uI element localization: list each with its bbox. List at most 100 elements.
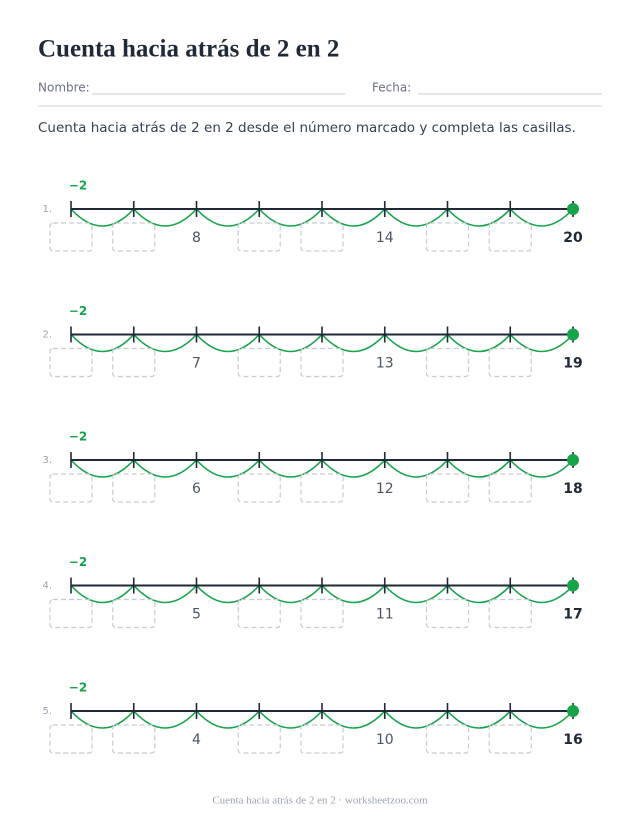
number: 4 [192,732,201,748]
jump-arc [258,710,323,729]
step-label: −2 [69,555,87,569]
answer-box [237,222,281,252]
number: 20 [563,230,583,246]
number: 17 [563,607,582,623]
answer-box [425,473,470,503]
jump-arc [133,333,198,353]
jump-arc [321,208,386,227]
answer-box [488,473,532,503]
number: 8 [192,230,201,246]
answer-box [488,222,532,252]
jump-arc [384,208,449,227]
jump-arc [321,584,386,604]
jump-arc [133,710,198,729]
date-label: Fecha: [372,81,411,95]
answer-box [488,724,532,754]
jump-arc [509,333,574,353]
step-label: −2 [69,179,87,193]
start-dot [567,454,579,466]
jump-arc [446,333,511,353]
answer-box [49,347,93,378]
answer-box [49,222,93,252]
jump-arc [384,459,449,478]
problem-number: 4. [42,581,52,592]
problem-number: 2. [42,330,52,341]
jump-arc [384,710,449,729]
jump-arc [258,459,323,478]
jump-arc [509,208,574,227]
jump-arc [509,584,574,604]
jump-arc [321,710,386,729]
start-dot [567,579,579,592]
jump-arc [195,584,260,604]
number: 12 [376,481,394,497]
jump-arc [195,710,260,729]
footer: Cuenta hacia atrás de 2 en 2 · worksheet… [212,795,428,807]
jump-arc [509,710,574,729]
jump-arc [195,333,260,353]
jump-arc [446,459,511,478]
answer-box [488,347,532,378]
jump-arc [509,459,574,478]
jump-arc [258,333,323,353]
answer-box [425,222,470,252]
start-dot [567,203,579,215]
jump-arc [446,710,511,729]
number: 16 [563,732,582,748]
number: 7 [192,356,201,372]
answer-box [112,222,156,252]
number: 13 [376,356,394,372]
step-label: −2 [69,430,87,444]
step-label: −2 [69,304,87,318]
jump-arc [195,459,260,478]
answer-box [112,473,156,503]
problem-number: 3. [42,455,52,466]
answer-box [49,473,93,503]
step-label: −2 [69,681,87,695]
jump-arc [133,459,198,478]
answer-box [237,347,281,378]
jump-arc [133,208,198,227]
jump-arc [384,584,449,604]
jump-arc [321,459,386,478]
jump-arc [70,333,135,353]
number: 18 [563,481,582,497]
jump-arc [384,333,449,353]
jump-arc [70,584,135,604]
instructions: Cuenta hacia atrás de 2 en 2 desde el nú… [38,120,576,136]
jump-arc [133,584,198,604]
name-label: Nombre: [38,81,90,95]
start-dot [567,705,579,717]
jump-arc [446,208,511,227]
answer-box [49,598,93,629]
jump-arc [195,208,260,227]
answer-box [425,724,470,754]
jump-arc [446,584,511,604]
start-dot [567,328,579,341]
problem-number: 5. [42,706,52,717]
answer-box [112,598,156,629]
jump-arc [70,208,135,227]
number: 6 [192,481,201,497]
problem-number: 1. [42,204,52,215]
jump-arc [321,333,386,353]
answer-box [300,347,344,378]
number: 10 [376,732,394,748]
jump-arc [70,710,135,729]
answer-box [300,222,344,252]
answer-box [425,598,470,629]
answer-box [112,347,156,378]
answer-box [237,724,281,754]
number: 19 [563,356,582,372]
number: 11 [376,607,394,623]
answer-box [300,473,344,503]
answer-box [300,724,344,754]
number: 5 [192,607,201,623]
answer-box [112,724,156,754]
answer-box [237,598,281,629]
answer-box [237,473,281,503]
title: Cuenta hacia atrás de 2 en 2 [38,36,339,63]
answer-box [300,598,344,629]
jump-arc [258,208,323,227]
